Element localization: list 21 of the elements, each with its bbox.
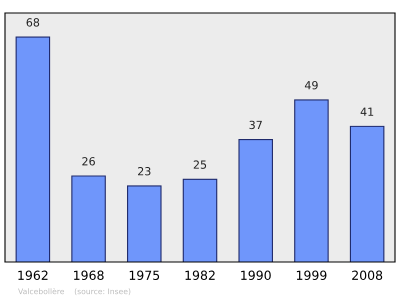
bar — [294, 99, 329, 262]
data-label: 23 — [138, 167, 150, 176]
data-label: 37 — [249, 120, 262, 130]
data-label: 68 — [26, 18, 40, 27]
x-tick-label: 1968 — [74, 270, 104, 280]
x-tick-label: 2008 — [352, 270, 382, 280]
x-tick-label: 1975 — [130, 270, 160, 280]
data-label: 26 — [82, 157, 95, 166]
data-label: 25 — [194, 160, 206, 169]
bar — [238, 139, 273, 262]
x-tick-label: 1999 — [296, 270, 326, 280]
bar — [16, 36, 50, 262]
bar — [182, 178, 218, 262]
bar — [71, 175, 106, 262]
x-tick-label: 1990 — [241, 270, 271, 280]
data-label: 49 — [304, 81, 318, 90]
bar — [127, 185, 162, 262]
x-tick-label: 1982 — [185, 270, 215, 280]
x-tick-label: 1962 — [18, 270, 48, 280]
data-label: 41 — [360, 108, 374, 116]
bar — [350, 126, 384, 262]
